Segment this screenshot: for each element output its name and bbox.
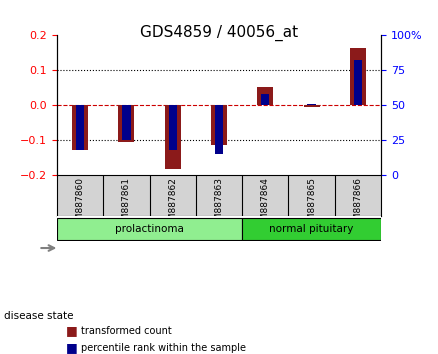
Text: normal pituitary: normal pituitary: [269, 223, 354, 234]
Text: GSM887865: GSM887865: [307, 177, 316, 232]
Text: disease state: disease state: [4, 311, 74, 321]
Text: GSM887861: GSM887861: [122, 177, 131, 232]
Bar: [57, 218, 242, 240]
Text: GSM887863: GSM887863: [215, 177, 223, 232]
Text: ■: ■: [66, 342, 78, 354]
Bar: [354, 61, 362, 105]
Bar: [72, 105, 88, 150]
Bar: [242, 218, 381, 240]
Bar: [211, 105, 227, 145]
Bar: [257, 87, 273, 105]
Bar: [215, 105, 223, 154]
Text: GSM887860: GSM887860: [76, 177, 85, 232]
Bar: [118, 105, 134, 142]
Bar: [122, 105, 131, 140]
Text: GSM887864: GSM887864: [261, 177, 270, 232]
Text: GSM887866: GSM887866: [353, 177, 362, 232]
Text: GDS4859 / 40056_at: GDS4859 / 40056_at: [140, 25, 298, 41]
Bar: [350, 47, 366, 105]
Bar: [76, 105, 84, 149]
Bar: [169, 105, 177, 149]
Text: GSM887862: GSM887862: [168, 177, 177, 232]
Text: percentile rank within the sample: percentile rank within the sample: [81, 343, 246, 353]
Text: transformed count: transformed count: [81, 326, 172, 336]
Bar: [307, 104, 316, 105]
Bar: [165, 105, 181, 169]
Text: ■: ■: [66, 325, 78, 337]
Bar: [304, 105, 320, 107]
Text: prolactinoma: prolactinoma: [115, 223, 184, 234]
Bar: [261, 94, 269, 105]
